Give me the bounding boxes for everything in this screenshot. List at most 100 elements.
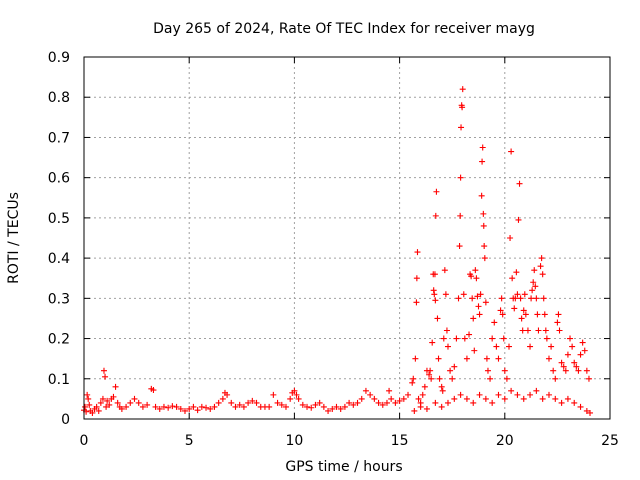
- data-point: [375, 399, 382, 406]
- data-point: [160, 403, 167, 410]
- data-point: [99, 395, 106, 402]
- data-point: [556, 327, 563, 334]
- data-point: [579, 339, 586, 346]
- data-point: [152, 403, 159, 410]
- data-point: [104, 397, 111, 404]
- data-point: [266, 403, 273, 410]
- data-point: [524, 327, 531, 334]
- data-point: [456, 243, 463, 250]
- data-point: [552, 395, 559, 402]
- data-point: [575, 367, 582, 374]
- data-point: [461, 335, 468, 342]
- data-point: [489, 335, 496, 342]
- x-tick-label: 15: [391, 433, 409, 449]
- data-point: [211, 403, 218, 410]
- data-point: [564, 395, 571, 402]
- data-point: [554, 319, 561, 326]
- data-point: [224, 391, 231, 398]
- data-point: [513, 269, 520, 276]
- data-point: [577, 403, 584, 410]
- data-point: [585, 375, 592, 382]
- data-point: [135, 399, 142, 406]
- plot-frame: [83, 56, 611, 420]
- data-point: [186, 405, 193, 412]
- data-point: [535, 327, 542, 334]
- y-axis-label: ROTI / TECUs: [6, 192, 22, 284]
- data-point: [571, 359, 578, 366]
- data-point: [165, 404, 172, 411]
- data-point: [388, 395, 395, 402]
- data-point: [495, 355, 502, 362]
- data-point: [533, 295, 540, 302]
- data-point: [476, 311, 483, 318]
- data-point: [386, 387, 393, 394]
- data-point: [516, 180, 523, 187]
- data-point: [169, 403, 176, 410]
- data-point: [413, 299, 420, 306]
- data-point: [482, 395, 489, 402]
- data-point: [457, 391, 464, 398]
- data-point: [545, 391, 552, 398]
- data-point: [379, 401, 386, 408]
- data-point: [511, 305, 518, 312]
- data-point: [293, 391, 300, 398]
- data-point: [457, 174, 464, 181]
- data-point: [463, 355, 470, 362]
- data-point: [558, 359, 565, 366]
- data-point: [93, 403, 100, 410]
- data-point: [501, 367, 508, 374]
- data-point: [540, 295, 547, 302]
- data-point: [215, 399, 222, 406]
- data-point: [412, 355, 419, 362]
- data-point: [278, 401, 285, 408]
- data-point: [514, 291, 521, 298]
- data-point: [463, 395, 470, 402]
- data-point: [487, 375, 494, 382]
- data-point: [508, 387, 515, 394]
- data-point: [430, 287, 437, 294]
- data-point: [477, 291, 484, 298]
- data-point: [506, 343, 513, 350]
- data-point: [287, 395, 294, 402]
- data-point: [530, 279, 537, 286]
- data-point: [82, 403, 89, 410]
- data-point: [440, 335, 447, 342]
- data-point: [493, 343, 500, 350]
- data-point: [539, 271, 546, 278]
- y-tick-label: 0.7: [48, 130, 70, 146]
- data-point: [97, 399, 104, 406]
- data-point: [560, 363, 567, 370]
- data-point: [409, 379, 416, 386]
- data-point: [587, 409, 594, 416]
- data-point: [435, 355, 442, 362]
- data-point: [567, 335, 574, 342]
- data-point: [573, 363, 580, 370]
- data-point: [118, 405, 125, 412]
- data-point: [529, 287, 536, 294]
- data-point: [491, 319, 498, 326]
- data-point: [291, 387, 298, 394]
- data-point: [127, 399, 134, 406]
- data-point: [346, 399, 353, 406]
- data-point: [371, 395, 378, 402]
- data-point: [350, 401, 357, 408]
- data-point: [95, 407, 102, 414]
- data-point: [173, 403, 180, 410]
- data-point: [411, 407, 418, 414]
- data-point: [86, 401, 93, 408]
- data-point: [520, 395, 527, 402]
- data-point: [480, 222, 487, 229]
- data-point: [396, 397, 403, 404]
- data-point: [405, 391, 412, 398]
- data-point: [583, 407, 590, 414]
- data-point: [562, 367, 569, 374]
- data-point: [150, 387, 157, 394]
- x-tick-label: 10: [285, 433, 303, 449]
- y-tick-label: 0.3: [48, 291, 70, 307]
- data-point: [521, 291, 528, 298]
- data-point: [476, 391, 483, 398]
- data-point: [413, 275, 420, 282]
- data-point: [304, 403, 311, 410]
- data-point: [123, 403, 130, 410]
